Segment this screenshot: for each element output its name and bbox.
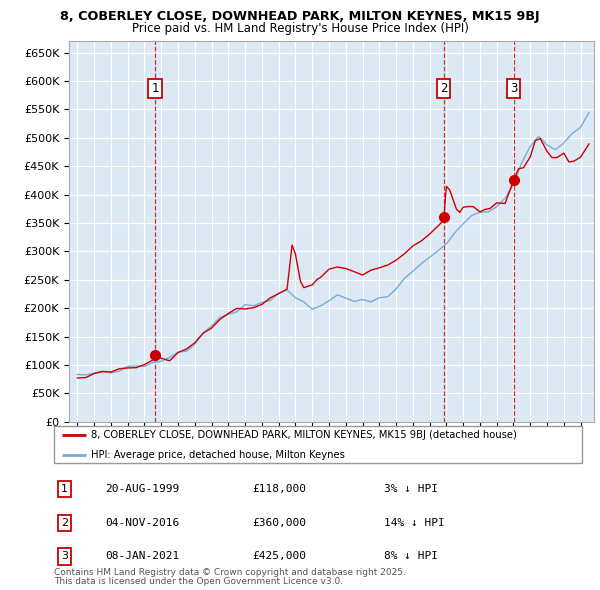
Text: 3: 3: [510, 83, 518, 96]
Text: 1: 1: [61, 484, 68, 494]
Text: 1: 1: [151, 83, 159, 96]
Text: 20-AUG-1999: 20-AUG-1999: [105, 484, 179, 494]
Text: Contains HM Land Registry data © Crown copyright and database right 2025.: Contains HM Land Registry data © Crown c…: [54, 568, 406, 577]
Text: 2: 2: [61, 518, 68, 528]
Text: 14% ↓ HPI: 14% ↓ HPI: [384, 518, 445, 528]
Text: 8% ↓ HPI: 8% ↓ HPI: [384, 552, 438, 562]
Text: £118,000: £118,000: [252, 484, 306, 494]
Text: 08-JAN-2021: 08-JAN-2021: [105, 552, 179, 562]
Text: 3: 3: [61, 552, 68, 562]
Text: 3% ↓ HPI: 3% ↓ HPI: [384, 484, 438, 494]
Text: This data is licensed under the Open Government Licence v3.0.: This data is licensed under the Open Gov…: [54, 577, 343, 586]
Text: 04-NOV-2016: 04-NOV-2016: [105, 518, 179, 528]
Text: £425,000: £425,000: [252, 552, 306, 562]
Text: HPI: Average price, detached house, Milton Keynes: HPI: Average price, detached house, Milt…: [91, 450, 345, 460]
Text: Price paid vs. HM Land Registry's House Price Index (HPI): Price paid vs. HM Land Registry's House …: [131, 22, 469, 35]
Text: 2: 2: [440, 83, 448, 96]
Text: £360,000: £360,000: [252, 518, 306, 528]
FancyBboxPatch shape: [54, 426, 582, 463]
Text: 8, COBERLEY CLOSE, DOWNHEAD PARK, MILTON KEYNES, MK15 9BJ: 8, COBERLEY CLOSE, DOWNHEAD PARK, MILTON…: [60, 10, 540, 23]
Text: 8, COBERLEY CLOSE, DOWNHEAD PARK, MILTON KEYNES, MK15 9BJ (detached house): 8, COBERLEY CLOSE, DOWNHEAD PARK, MILTON…: [91, 430, 517, 440]
